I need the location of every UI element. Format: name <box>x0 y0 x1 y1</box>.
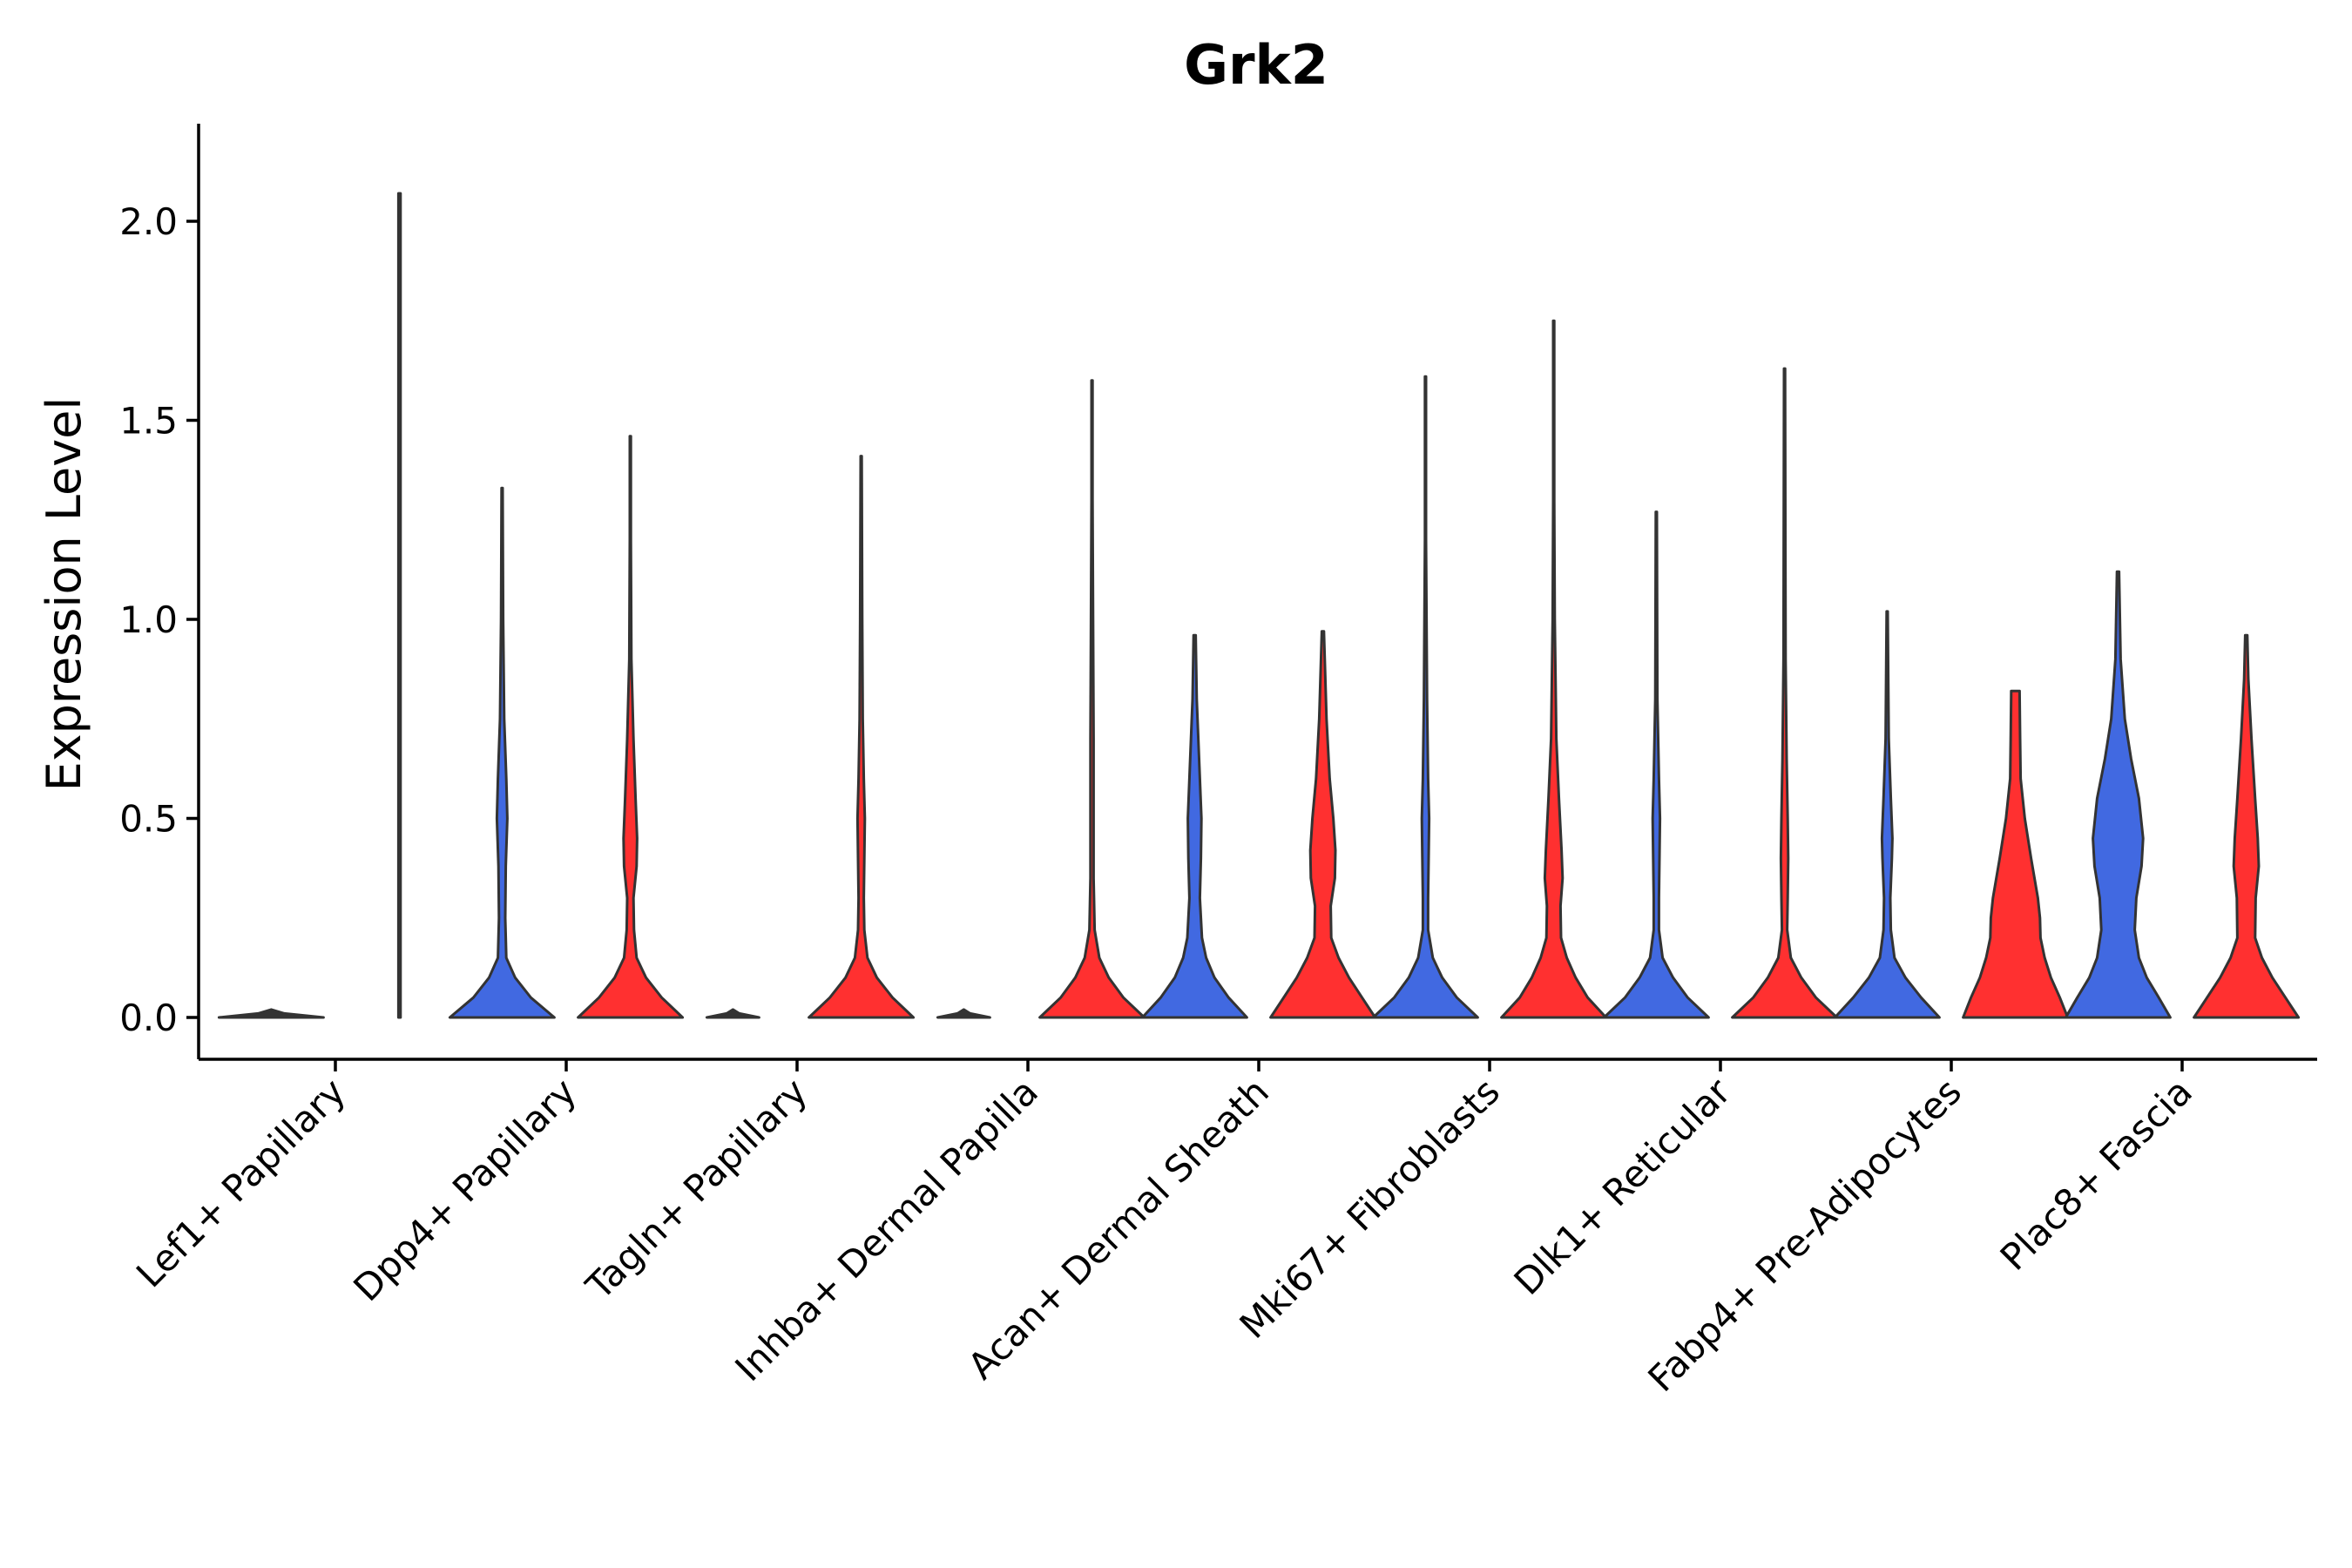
chart-title: Grk2 <box>1184 33 1328 97</box>
violin-2-group1 <box>705 1008 760 1019</box>
y-tick-label: 2.0 <box>119 200 178 243</box>
violin-7-group1 <box>1833 610 1941 1019</box>
violin-4-group2 <box>1269 630 1377 1019</box>
y-tick-label: 0.5 <box>119 798 178 841</box>
x-tick-label: Dlk1+ Reticular <box>1506 1070 1740 1303</box>
x-tick-label: Mki67+ Fibroblasts <box>1232 1070 1508 1346</box>
violin-5-group2 <box>1500 319 1608 1019</box>
violin-6-group2 <box>1731 367 1839 1019</box>
x-tick-label: Dpp4+ Papillary <box>345 1070 585 1309</box>
violin-6-group1 <box>1602 510 1710 1019</box>
violin-3-group1 <box>936 1008 991 1019</box>
violin-3-group2 <box>1038 379 1146 1019</box>
violin-0-group1 <box>217 1008 325 1019</box>
violin-8-group2 <box>2193 633 2301 1019</box>
violin-7-group2 <box>1962 689 2070 1019</box>
y-tick-label: 0.0 <box>119 997 178 1039</box>
violin-5-group1 <box>1371 375 1479 1019</box>
y-tick-label: 1.5 <box>119 400 178 443</box>
violin-1-group2 <box>577 435 685 1019</box>
x-tick-label: Plac8+ Fascia <box>1992 1070 2200 1278</box>
violin-8-group1 <box>2064 570 2172 1019</box>
y-ticks-layer: 0.0 0.5 1.0 1.5 2.0 <box>119 200 199 1039</box>
violin-1-group1 <box>448 486 556 1019</box>
violins-layer <box>217 192 2301 1019</box>
violin-2-group2 <box>808 455 916 1019</box>
x-tick-label: Lef1+ Papillary <box>128 1070 354 1295</box>
y-tick-label: 1.0 <box>119 598 178 641</box>
y-axis-label: Expression Level <box>37 397 91 792</box>
x-tick-label: Tagln+ Papillary <box>578 1070 815 1308</box>
violin-4-group1 <box>1140 633 1248 1019</box>
violin-0-group2 <box>396 192 402 1019</box>
